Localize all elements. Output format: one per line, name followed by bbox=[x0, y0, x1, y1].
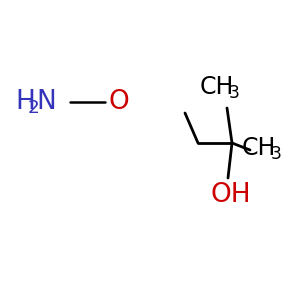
Text: 3: 3 bbox=[271, 145, 282, 163]
Text: O: O bbox=[108, 89, 129, 115]
Text: 3: 3 bbox=[229, 84, 240, 102]
Text: CH: CH bbox=[242, 136, 276, 160]
Text: N: N bbox=[36, 89, 56, 115]
Text: 2: 2 bbox=[28, 99, 40, 117]
Text: H: H bbox=[15, 89, 35, 115]
Text: CH: CH bbox=[200, 75, 234, 99]
Text: OH: OH bbox=[210, 182, 250, 208]
